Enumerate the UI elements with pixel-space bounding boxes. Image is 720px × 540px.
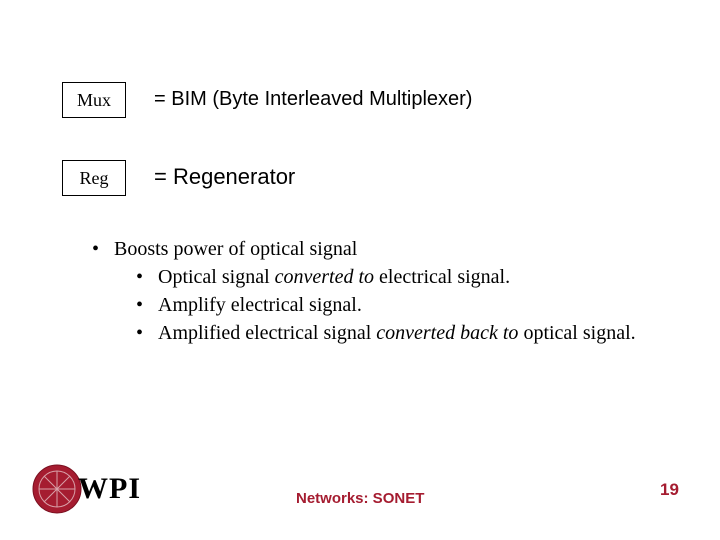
bullet-list: Boosts power of optical signal Optical si…: [114, 235, 636, 347]
list-item: Boosts power of optical signal: [114, 235, 636, 263]
page-number-content: 19: [660, 480, 679, 499]
legend-text-reg: = Regenerator: [154, 164, 295, 190]
wpi-seal-icon: [30, 462, 84, 516]
page-number: 19: [660, 480, 679, 500]
list-item-text: Boosts power of optical signal: [114, 238, 357, 260]
legend-box-reg: Reg: [62, 160, 126, 196]
wpi-logo: WPI: [30, 462, 141, 516]
list-item-text: Amplify electrical signal.: [158, 294, 362, 316]
wpi-logo-text: WPI: [78, 472, 141, 506]
list-item: Amplify electrical signal.: [158, 291, 636, 319]
legend-text-reg-content: = Regenerator: [154, 164, 295, 189]
list-item-text: Optical signal: [158, 266, 275, 288]
list-item-text: electrical signal.: [374, 266, 510, 288]
list-item-text: converted to: [275, 266, 374, 288]
footer-text-content: Networks: SONET: [296, 490, 424, 507]
list-item: Amplified electrical signal converted ba…: [158, 319, 636, 347]
legend-box-reg-label: Reg: [80, 168, 109, 189]
list-item-text: converted back to: [376, 322, 518, 344]
list-item: Optical signal converted to electrical s…: [158, 263, 636, 291]
slide: Mux = BIM (Byte Interleaved Multiplexer)…: [0, 0, 720, 540]
list-item-text: optical signal.: [518, 322, 635, 344]
list-item-text: Amplified electrical signal: [158, 322, 376, 344]
legend-text-mux-content: = BIM (Byte Interleaved Multiplexer): [154, 88, 472, 110]
legend-box-mux-label: Mux: [77, 90, 111, 111]
legend-box-mux: Mux: [62, 82, 126, 118]
legend-text-mux: = BIM (Byte Interleaved Multiplexer): [154, 88, 472, 111]
footer-text: Networks: SONET: [296, 490, 424, 507]
